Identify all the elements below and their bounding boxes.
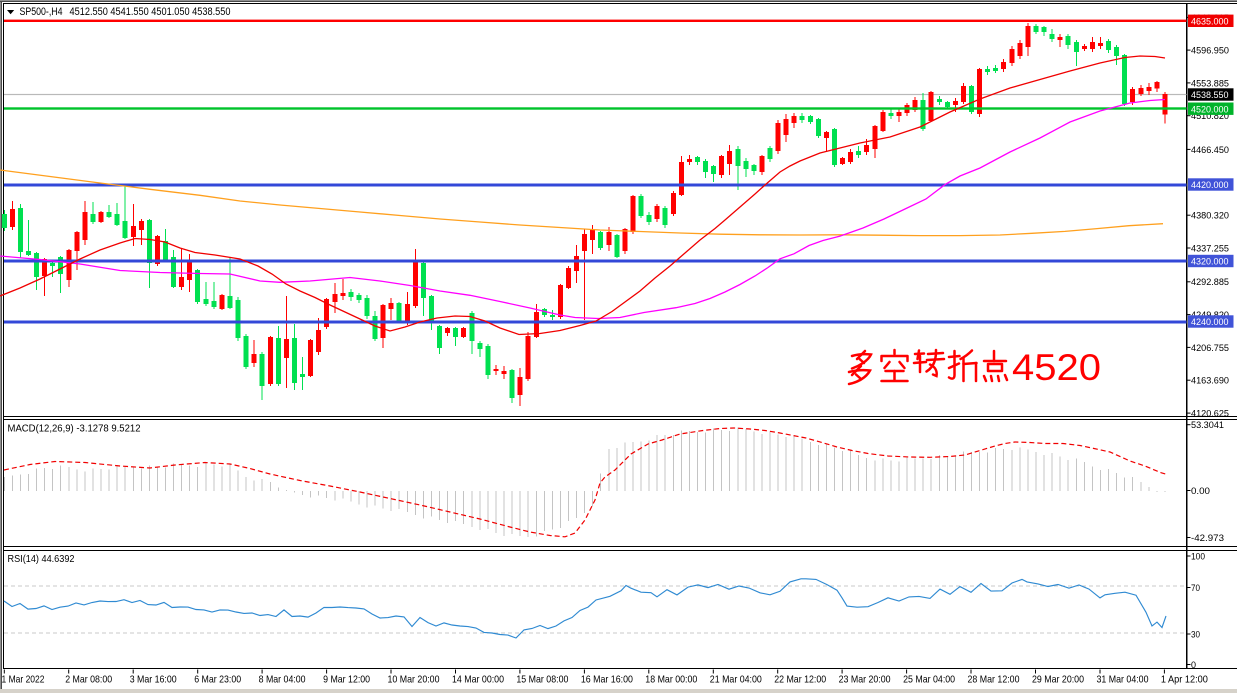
svg-text:53.3041: 53.3041 <box>1191 420 1224 430</box>
svg-text:4553.885: 4553.885 <box>1191 78 1229 88</box>
svg-text:3 Mar 16:00: 3 Mar 16:00 <box>130 674 177 686</box>
svg-text:4120.625: 4120.625 <box>1191 409 1229 419</box>
svg-text:10 Mar 20:00: 10 Mar 20:00 <box>388 674 440 686</box>
svg-text:4337.255: 4337.255 <box>1191 243 1229 253</box>
svg-text:21 Mar 04:00: 21 Mar 04:00 <box>710 674 762 686</box>
svg-text:0.00: 0.00 <box>1191 486 1210 496</box>
svg-text:-42.973: -42.973 <box>1191 533 1224 543</box>
svg-text:4249.820: 4249.820 <box>1191 310 1229 320</box>
svg-text:30: 30 <box>1191 629 1200 639</box>
svg-text:29 Mar 20:00: 29 Mar 20:00 <box>1032 674 1084 686</box>
svg-text:4520: 4520 <box>1012 346 1101 388</box>
svg-text:23 Mar 20:00: 23 Mar 20:00 <box>839 674 891 686</box>
svg-text:28 Mar 12:00: 28 Mar 12:00 <box>968 674 1020 686</box>
svg-text:25 Mar 04:00: 25 Mar 04:00 <box>903 674 955 686</box>
svg-text:4520.000: 4520.000 <box>1191 104 1229 114</box>
svg-text:8 Mar 04:00: 8 Mar 04:00 <box>259 674 306 686</box>
svg-text:4420.000: 4420.000 <box>1191 180 1229 190</box>
svg-text:4538.550: 4538.550 <box>1191 90 1229 100</box>
svg-text:15 Mar 08:00: 15 Mar 08:00 <box>516 674 568 686</box>
svg-text:31 Mar 04:00: 31 Mar 04:00 <box>1097 674 1149 686</box>
svg-text:4292.885: 4292.885 <box>1191 277 1229 287</box>
svg-text:4512.550 4541.550 4501.050 453: 4512.550 4541.550 4501.050 4538.550 <box>70 6 231 18</box>
svg-text:16 Mar 16:00: 16 Mar 16:00 <box>581 674 633 686</box>
svg-text:4510.820: 4510.820 <box>1191 111 1229 121</box>
svg-text:4320.000: 4320.000 <box>1191 257 1229 267</box>
svg-text:0: 0 <box>1191 660 1196 670</box>
svg-text:4596.950: 4596.950 <box>1191 46 1229 56</box>
svg-text:70: 70 <box>1191 583 1200 593</box>
svg-text:1 Apr 12:00: 1 Apr 12:00 <box>1161 674 1208 686</box>
svg-text:4206.755: 4206.755 <box>1191 343 1229 353</box>
svg-text:4380.320: 4380.320 <box>1191 211 1229 221</box>
svg-text:18 Mar 00:00: 18 Mar 00:00 <box>645 674 697 686</box>
svg-text:RSI(14) 44.6392: RSI(14) 44.6392 <box>8 554 75 565</box>
svg-text:4466.450: 4466.450 <box>1191 145 1229 155</box>
svg-text:6 Mar 23:00: 6 Mar 23:00 <box>194 674 241 686</box>
svg-text:14 Mar 00:00: 14 Mar 00:00 <box>452 674 504 686</box>
svg-text:1 Mar 2022: 1 Mar 2022 <box>2 674 45 686</box>
svg-text:4635.000: 4635.000 <box>1191 16 1229 26</box>
svg-text:4240.000: 4240.000 <box>1191 317 1229 327</box>
svg-text:MACD(12,26,9) -3.1278 9.5212: MACD(12,26,9) -3.1278 9.5212 <box>8 424 141 435</box>
svg-text:SP500-,H4: SP500-,H4 <box>20 6 63 18</box>
svg-text:2 Mar 08:00: 2 Mar 08:00 <box>65 674 112 686</box>
svg-text:22 Mar 12:00: 22 Mar 12:00 <box>774 674 826 686</box>
svg-text:4163.690: 4163.690 <box>1191 376 1229 386</box>
svg-text:9 Mar 12:00: 9 Mar 12:00 <box>323 674 370 686</box>
svg-text:100: 100 <box>1191 551 1205 561</box>
